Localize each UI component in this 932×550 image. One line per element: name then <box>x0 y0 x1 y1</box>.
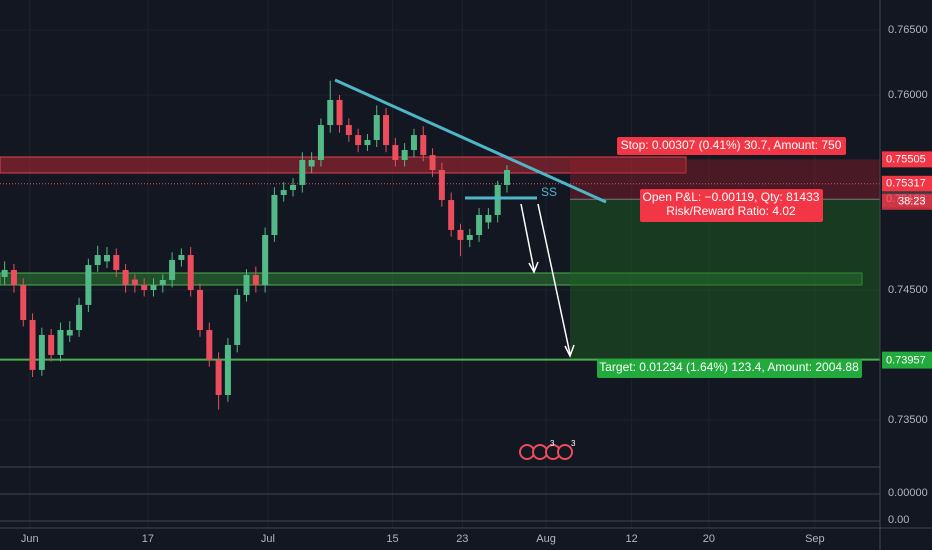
candle-body <box>457 229 464 240</box>
candle-body <box>290 184 297 191</box>
candle-body <box>57 330 64 355</box>
candle-body <box>178 255 185 260</box>
candle-body <box>429 155 436 171</box>
candles <box>1 80 510 410</box>
trendline <box>334 78 607 204</box>
pnl-label: Open P&L: −0.00119, Qty: 81433 <box>643 190 820 204</box>
candle-body <box>410 135 417 150</box>
candle-body <box>113 255 120 270</box>
candle-body <box>271 194 278 235</box>
arrow <box>537 203 571 355</box>
candle-body <box>392 145 399 161</box>
candle-body <box>76 304 83 331</box>
candle-body <box>159 279 166 286</box>
countdown: 38:23 <box>898 196 926 208</box>
price-label-bg <box>882 175 932 192</box>
candle-body <box>187 255 194 290</box>
pane-label: 0.00 <box>888 514 909 526</box>
candle-body <box>383 115 390 146</box>
candle-body <box>401 149 408 161</box>
candle-body <box>280 190 287 195</box>
candle-body <box>243 275 250 295</box>
x-tick-label: Jun <box>21 533 39 545</box>
candle-body <box>438 170 445 201</box>
target-zone <box>570 199 880 360</box>
candle-body <box>355 135 362 146</box>
candle-body <box>20 285 27 321</box>
candle-body <box>206 330 213 360</box>
candle-body <box>94 255 101 266</box>
candle-body <box>131 279 138 286</box>
candle-body <box>150 285 157 290</box>
candle-body <box>29 320 36 370</box>
candle-body <box>234 294 241 345</box>
target-label-bg <box>597 359 862 378</box>
candle-body <box>420 135 427 156</box>
arrow-head <box>528 261 539 274</box>
candle-body <box>48 334 55 355</box>
price-label-bg <box>882 352 932 369</box>
badge-count: 3 <box>571 439 576 448</box>
candle-body <box>1 269 8 277</box>
candle-body <box>38 334 45 370</box>
price-label: 0.75317 <box>886 178 926 190</box>
arrow <box>520 203 535 271</box>
candle-body <box>262 235 269 286</box>
x-tick-label: 17 <box>142 533 154 545</box>
candle-body <box>373 115 380 140</box>
candle-body <box>85 265 92 305</box>
candle-body <box>103 255 110 262</box>
badge-count: 3 <box>550 439 555 448</box>
x-tick-label: Sep <box>805 533 825 545</box>
candle-body <box>466 235 473 240</box>
y-tick-label: 0.76000 <box>888 89 928 101</box>
pane-label: 0.00000 <box>888 487 928 499</box>
labels: Jun 17 Jul 15 23 Aug 12 20 Sep 0.76500 0.76000 0.74… <box>21 24 932 545</box>
rr-label: Risk/Reward Ratio: 4.02 <box>666 204 796 218</box>
stop-label-bg <box>617 137 846 155</box>
pnl-label-bg <box>640 189 823 222</box>
candle-body <box>317 125 324 161</box>
candle-body <box>197 289 203 331</box>
price-label: 0.75505 <box>886 153 926 165</box>
candle-body <box>448 200 455 230</box>
grid <box>0 0 880 528</box>
candle-body <box>485 214 492 223</box>
candle-body <box>494 184 501 215</box>
y-tick-label: 0.76500 <box>888 24 928 36</box>
x-tick-label: 15 <box>386 533 398 545</box>
price-label-bg <box>882 151 932 168</box>
x-tick-label: Aug <box>536 533 556 545</box>
candle-body <box>215 359 222 396</box>
candle-body <box>10 269 17 286</box>
target-label: Target: 0.01234 (1.64%) 123.4, Amount: 2… <box>599 360 859 374</box>
candle-body <box>224 344 231 396</box>
y-tick-label: 0.74500 <box>888 284 928 296</box>
candle-body <box>169 259 176 280</box>
candle-body <box>308 160 315 167</box>
candle-body <box>336 99 343 126</box>
x-tick-label: 23 <box>456 533 468 545</box>
x-tick-label: Jul <box>261 533 275 545</box>
countdown-bg <box>882 193 932 210</box>
candle-body <box>141 285 148 290</box>
price-label: 0.73957 <box>886 354 926 366</box>
arrow-head <box>564 344 575 358</box>
candle-body <box>66 330 73 336</box>
stop-label: Stop: 0.00307 (0.41%) 30.7, Amount: 750 <box>621 138 842 152</box>
y-tick-label: 0.73500 <box>888 414 928 426</box>
candle-body <box>252 275 259 286</box>
candle-body <box>299 160 306 185</box>
candle-body <box>476 214 483 235</box>
candle-body <box>345 125 352 136</box>
candle-body <box>327 99 334 126</box>
candle-body <box>503 170 510 185</box>
candle-body <box>364 139 371 146</box>
pattern-label: SS <box>541 185 557 199</box>
event-badges: 3 3 <box>519 439 576 460</box>
candle-body <box>122 269 129 286</box>
x-tick-label: 12 <box>626 533 638 545</box>
x-tick-label: 20 <box>703 533 715 545</box>
